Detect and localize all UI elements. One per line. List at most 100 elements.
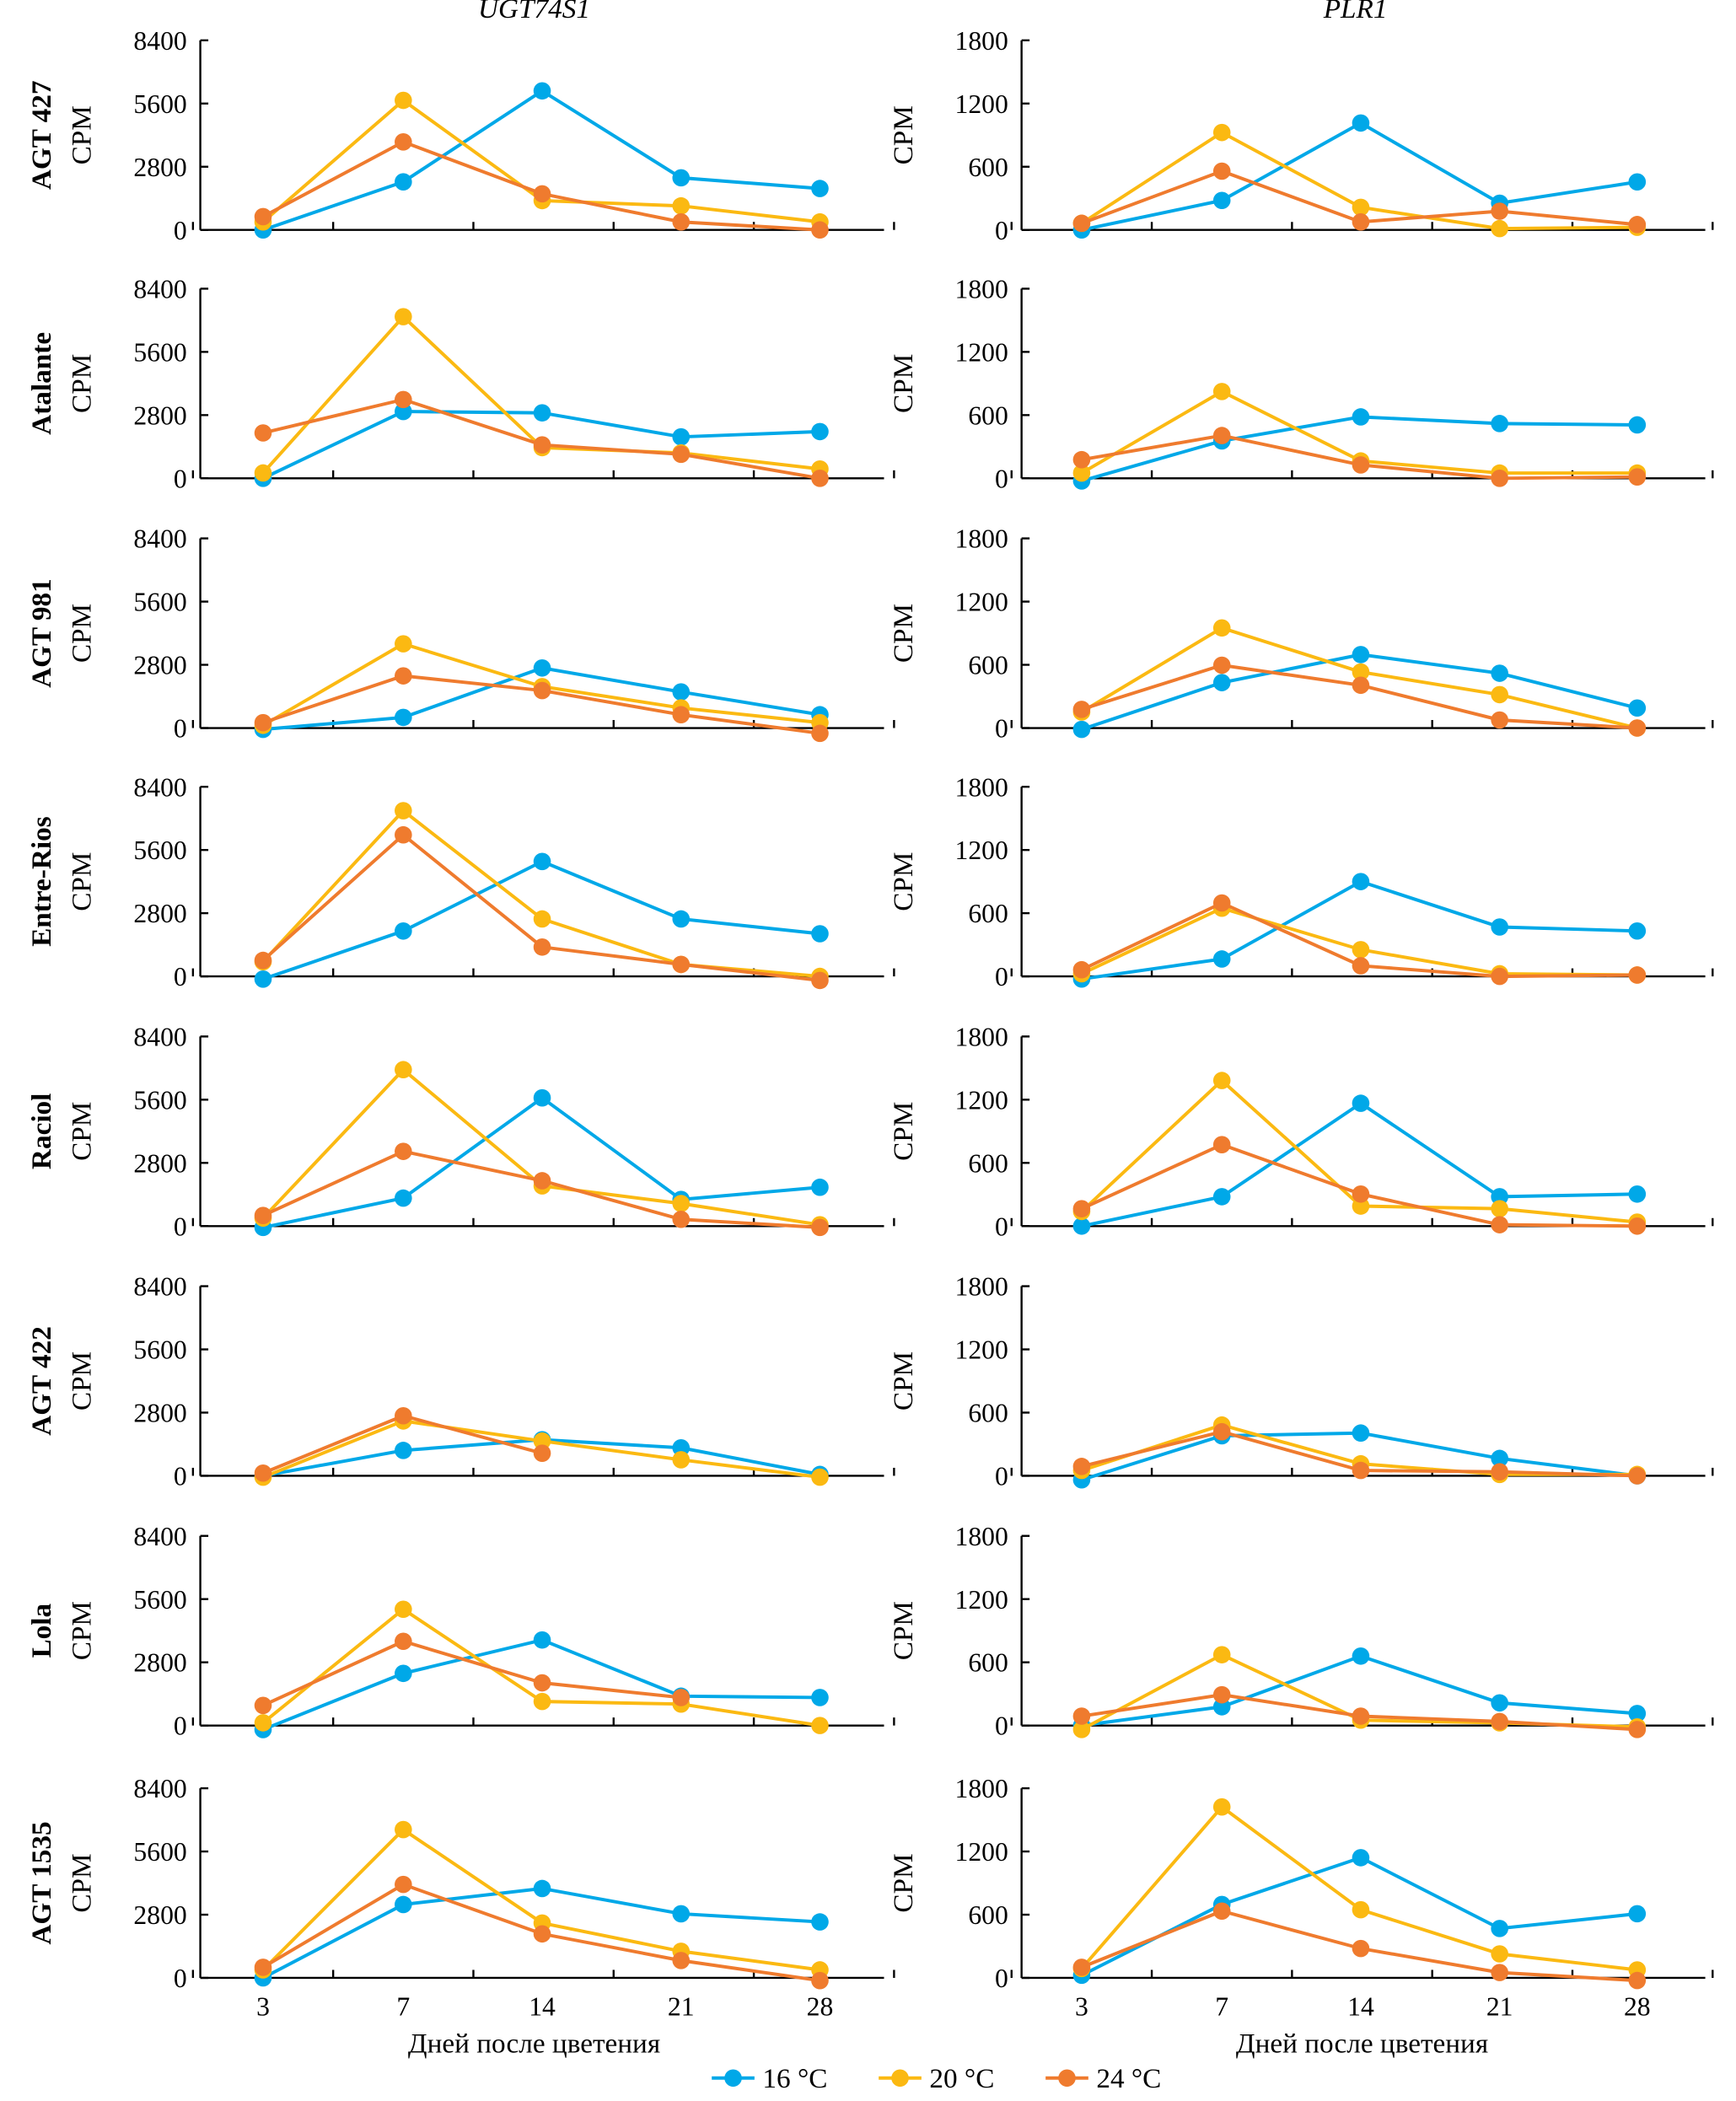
- data-point: [395, 667, 412, 685]
- data-point: [811, 221, 829, 239]
- data-point: [1628, 699, 1647, 717]
- legend-item: 24 °C: [1045, 2063, 1161, 2094]
- y-tick-label: 1200: [954, 89, 1008, 119]
- panel-agt-981-plr1: 0 600 1200 1800 CPM: [888, 524, 1714, 744]
- data-point: [395, 635, 412, 653]
- data-point: [1628, 1217, 1647, 1235]
- y-tick-label: 1800: [954, 275, 1008, 304]
- x-tick-label: 7: [396, 1991, 410, 2021]
- data-point: [672, 1195, 691, 1212]
- data-point: [395, 173, 412, 191]
- data-point: [1628, 1705, 1647, 1722]
- data-point: [1212, 427, 1231, 444]
- column-title-ugt74s1: UGT74S1: [478, 0, 590, 24]
- data-point: [1212, 950, 1231, 968]
- data-point: [395, 1820, 412, 1839]
- y-tick-label: 5600: [133, 1085, 186, 1115]
- row-label: AGT 422: [26, 1326, 57, 1436]
- panel-agt-981-ugt74s1: 0 2800 5600 8400 AGT 981 CPM: [26, 524, 895, 744]
- series-24c: [1072, 1685, 1647, 1738]
- y-tick-label: 5600: [133, 1335, 186, 1365]
- data-point: [1212, 191, 1231, 210]
- y-tick-label: 0: [174, 1462, 187, 1491]
- data-point: [1491, 1449, 1508, 1468]
- x-axis-label-left: Дней после цветения: [408, 2028, 660, 2060]
- series-24c: [1072, 656, 1647, 737]
- y-tick-label: 0: [174, 1212, 187, 1241]
- y-tick-label: 5600: [133, 89, 186, 119]
- y-tick-label: 5600: [133, 588, 186, 617]
- data-point: [395, 1600, 412, 1619]
- row-label: AGT 1535: [26, 1821, 57, 1944]
- data-point: [533, 1674, 551, 1692]
- data-point: [1352, 1939, 1370, 1958]
- data-point: [1072, 720, 1091, 739]
- series-20c: [254, 91, 829, 231]
- data-point: [395, 802, 412, 819]
- data-point: [1212, 383, 1231, 400]
- y-tick-label: 2800: [133, 1148, 186, 1178]
- column-title-plr1: PLR1: [1323, 0, 1388, 24]
- y-tick-label: 1200: [954, 1085, 1008, 1115]
- series-16c: [254, 402, 829, 487]
- data-point: [1352, 676, 1370, 695]
- data-point: [1072, 1200, 1091, 1217]
- data-point: [1491, 664, 1508, 682]
- data-point: [1491, 685, 1508, 704]
- series-24c: [254, 1406, 551, 1482]
- data-point: [1212, 894, 1231, 912]
- x-axis-label-right: Дней после цветения: [1236, 2028, 1488, 2060]
- series-20c: [254, 308, 829, 482]
- data-point: [1491, 1188, 1508, 1206]
- data-point: [533, 1444, 551, 1462]
- data-point: [533, 1088, 551, 1107]
- y-tick-label: 0: [995, 1711, 1008, 1741]
- data-point: [1072, 960, 1091, 979]
- data-point: [811, 1913, 829, 1931]
- data-point: [1212, 162, 1231, 180]
- y-tick-label: 2800: [133, 899, 186, 928]
- series-line: [262, 1639, 681, 1707]
- data-point: [1628, 719, 1647, 737]
- data-point: [672, 1210, 691, 1228]
- row-label: AGT 427: [26, 80, 57, 190]
- y-tick-label: 600: [968, 1648, 1008, 1678]
- y-tick-label: 0: [174, 1711, 187, 1741]
- y-tick-label: 1800: [954, 1522, 1008, 1551]
- series-20c: [254, 1061, 829, 1233]
- y-tick-label: 600: [968, 153, 1008, 182]
- series-24c: [254, 133, 829, 239]
- y-axis-label: CPM: [888, 1351, 919, 1411]
- data-point: [672, 706, 691, 723]
- data-point: [1491, 967, 1508, 986]
- y-tick-label: 2800: [133, 651, 186, 680]
- data-point: [1491, 1200, 1508, 1217]
- x-tick-label: 14: [529, 1991, 556, 2021]
- data-point: [811, 422, 829, 441]
- y-tick-label: 0: [174, 714, 187, 744]
- panel-entre-rios-ugt74s1: 0 2800 5600 8400 Entre-Rios CPM: [26, 772, 895, 991]
- data-point: [395, 91, 412, 110]
- data-point: [533, 404, 551, 422]
- row-label: Atalante: [26, 332, 57, 435]
- data-point: [1628, 468, 1647, 486]
- y-tick-label: 1200: [954, 1585, 1008, 1615]
- y-tick-label: 0: [995, 714, 1008, 744]
- data-point: [1072, 450, 1091, 469]
- data-point: [811, 1178, 829, 1196]
- data-point: [533, 436, 551, 454]
- y-axis-label: CPM: [67, 1102, 98, 1161]
- y-tick-label: 600: [968, 1148, 1008, 1178]
- data-point: [1628, 1185, 1647, 1203]
- data-point: [1212, 1136, 1231, 1153]
- data-point: [395, 308, 412, 325]
- data-point: [1491, 918, 1508, 936]
- y-axis-label: CPM: [888, 852, 919, 911]
- data-point: [533, 185, 551, 203]
- series-20c: [254, 1820, 829, 1979]
- data-point: [672, 1905, 691, 1923]
- data-point: [1491, 470, 1508, 487]
- data-point: [1628, 1971, 1647, 1990]
- data-point: [1491, 202, 1508, 220]
- series-16c: [254, 82, 829, 239]
